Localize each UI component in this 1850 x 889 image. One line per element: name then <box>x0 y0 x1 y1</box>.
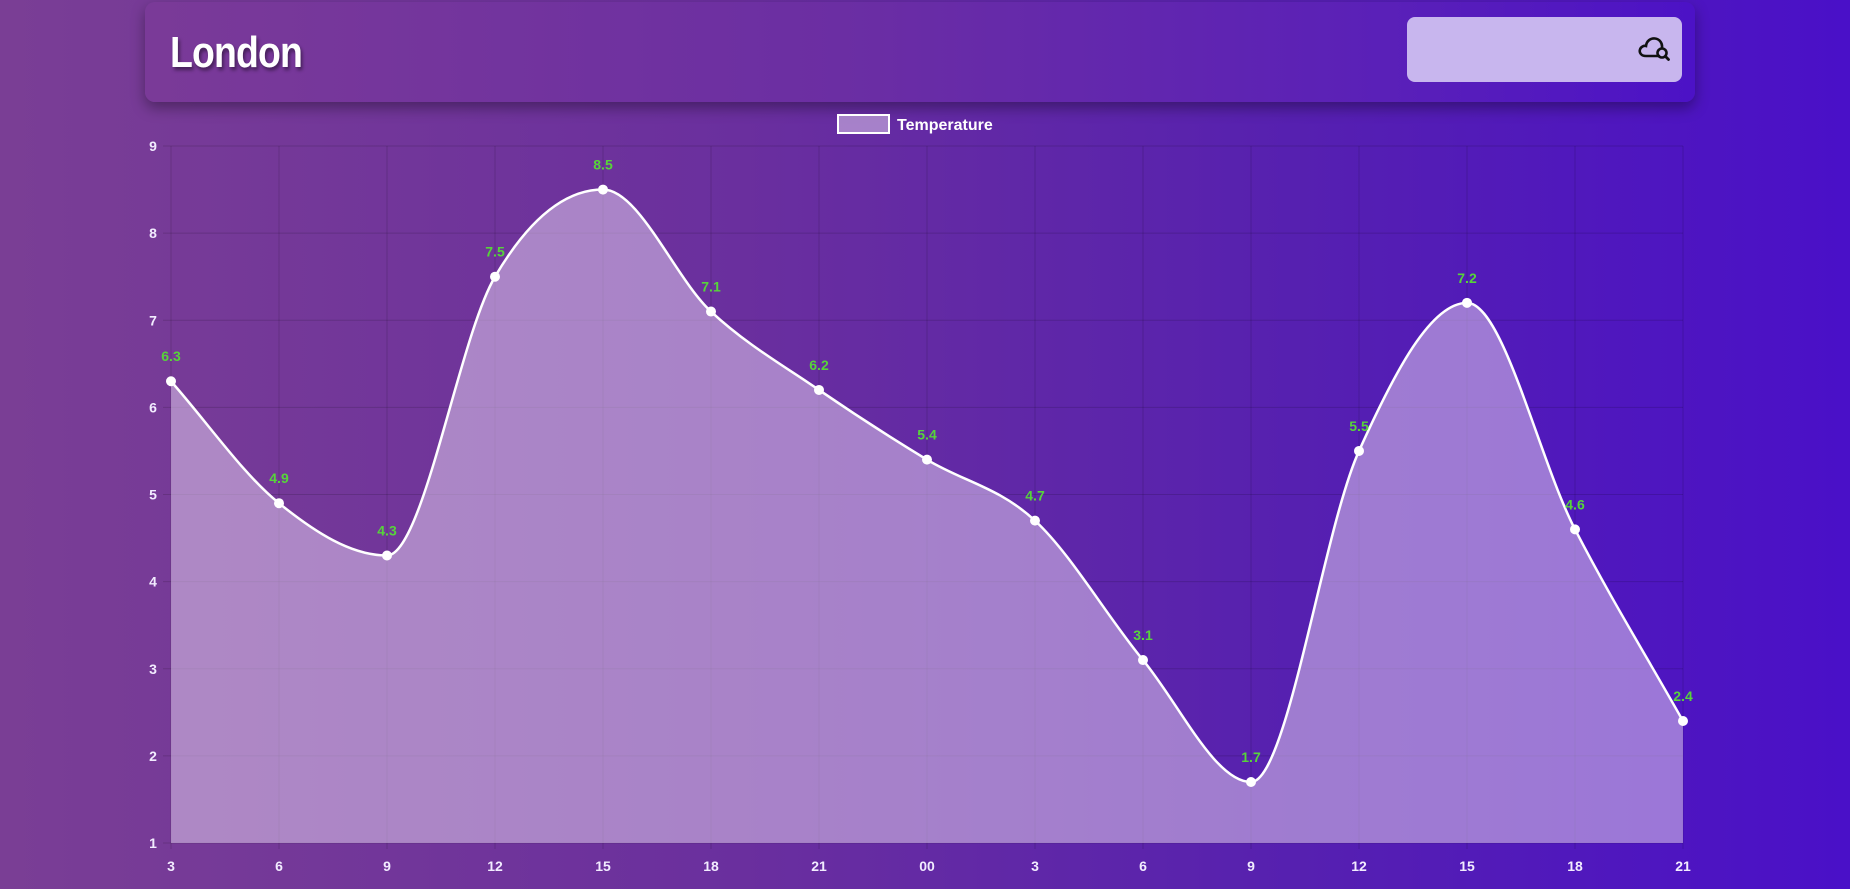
data-point[interactable] <box>166 376 176 387</box>
data-label: 4.7 <box>1025 488 1045 504</box>
data-label: 4.6 <box>1565 496 1585 512</box>
y-tick-label: 4 <box>149 574 157 590</box>
city-title: London <box>170 28 303 77</box>
data-label: 4.3 <box>377 522 397 538</box>
x-tick-label: 15 <box>1459 858 1475 874</box>
x-tick-label: 6 <box>275 858 283 874</box>
data-point[interactable] <box>1246 777 1256 788</box>
y-tick-label: 8 <box>149 225 157 241</box>
data-label: 7.1 <box>701 279 721 295</box>
x-tick-label: 6 <box>1139 858 1147 874</box>
x-tick-label: 21 <box>811 858 827 874</box>
x-tick-label: 12 <box>487 858 503 874</box>
data-point[interactable] <box>1462 297 1472 308</box>
x-tick-label: 18 <box>703 858 719 874</box>
chart-legend[interactable]: Temperature <box>837 114 993 134</box>
x-tick-label: 3 <box>167 858 175 874</box>
data-label: 8.5 <box>593 157 613 173</box>
x-tick-label: 12 <box>1351 858 1367 874</box>
x-tick-label: 00 <box>919 858 935 874</box>
x-tick-label: 18 <box>1567 858 1583 874</box>
x-tick-label: 15 <box>595 858 611 874</box>
data-label: 6.3 <box>161 348 181 364</box>
data-point[interactable] <box>1138 655 1148 666</box>
search-button[interactable] <box>1632 28 1676 72</box>
data-point[interactable] <box>490 271 500 282</box>
data-point[interactable] <box>598 184 608 195</box>
temperature-line <box>170 188 1685 784</box>
data-label: 5.5 <box>1349 418 1369 434</box>
data-label: 6.2 <box>809 357 829 373</box>
data-label: 5.4 <box>917 427 937 443</box>
y-tick-label: 5 <box>149 487 157 503</box>
data-label: 7.5 <box>485 244 505 260</box>
y-tick-label: 9 <box>149 138 157 154</box>
data-label: 2.4 <box>1673 688 1693 704</box>
data-point[interactable] <box>382 550 392 561</box>
data-point[interactable] <box>1570 524 1580 535</box>
data-point[interactable] <box>1678 716 1688 727</box>
data-point[interactable] <box>706 306 716 317</box>
data-point[interactable] <box>1354 445 1364 456</box>
data-label: 1.7 <box>1241 749 1261 765</box>
y-tick-label: 3 <box>149 661 157 677</box>
data-point[interactable] <box>922 454 932 465</box>
data-point[interactable] <box>814 384 824 395</box>
y-tick-label: 1 <box>149 835 157 851</box>
x-tick-label: 9 <box>1247 858 1255 874</box>
header-bar: London <box>145 2 1695 102</box>
temperature-area <box>171 189 1683 843</box>
cloud-search-icon <box>1637 34 1671 67</box>
data-point[interactable] <box>274 498 284 509</box>
data-label: 4.9 <box>269 470 289 486</box>
data-label: 7.2 <box>1457 270 1477 286</box>
x-tick-label: 21 <box>1675 858 1691 874</box>
y-tick-label: 6 <box>149 399 157 415</box>
legend-swatch <box>837 114 890 134</box>
x-tick-label: 3 <box>1031 858 1039 874</box>
y-tick-label: 7 <box>149 312 157 328</box>
search-input[interactable] <box>1407 17 1682 82</box>
y-tick-label: 2 <box>149 748 157 764</box>
legend-label: Temperature <box>897 117 993 134</box>
data-label: 3.1 <box>1133 627 1153 643</box>
data-point[interactable] <box>1030 515 1040 526</box>
x-tick-label: 9 <box>383 858 391 874</box>
